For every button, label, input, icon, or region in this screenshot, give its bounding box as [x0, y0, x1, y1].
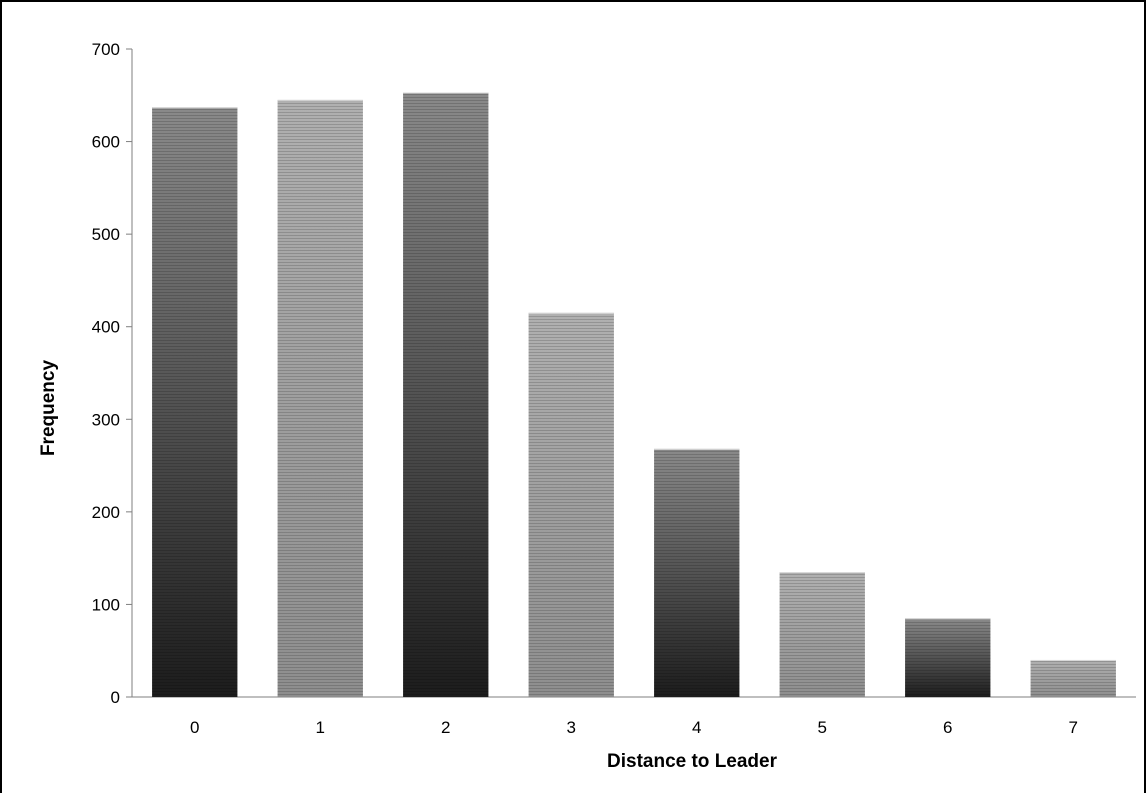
bar-stripes [654, 448, 740, 697]
bar-stripes [1030, 659, 1116, 697]
x-axis: 0 1 2 3 4 5 6 7 [126, 696, 1136, 737]
x-tick-label: 3 [567, 718, 576, 737]
bar-2 [403, 92, 489, 698]
x-axis-title: Distance to Leader [607, 751, 778, 772]
bar-stripes [905, 618, 991, 697]
bar-stripes [779, 572, 865, 697]
y-axis: 0 100 200 300 400 500 600 700 [92, 40, 133, 707]
y-axis-title: Frequency [38, 360, 59, 457]
bars [152, 92, 1116, 698]
bar-stripes [152, 107, 238, 697]
bar-stripes [403, 92, 489, 698]
y-tick-label: 300 [92, 410, 120, 429]
bar-0 [152, 107, 238, 697]
x-tick-label: 5 [818, 718, 827, 737]
bar-3 [528, 312, 614, 697]
y-tick-label: 400 [92, 318, 120, 337]
x-tick-label: 4 [692, 718, 701, 737]
bar-5 [779, 572, 865, 697]
bar-stripes [528, 312, 614, 697]
y-tick-label: 100 [92, 595, 120, 614]
y-tick-label: 500 [92, 225, 120, 244]
y-tick-label: 600 [92, 133, 120, 152]
x-tick-label: 1 [316, 718, 325, 737]
x-tick-label: 0 [190, 718, 199, 737]
x-tick-label: 2 [441, 718, 450, 737]
y-tick-label: 700 [92, 40, 120, 59]
bar-7 [1030, 659, 1116, 697]
bar-6 [905, 618, 991, 697]
bar-stripes [277, 99, 363, 697]
y-tick-label: 0 [111, 688, 120, 707]
bar-4 [654, 448, 740, 697]
x-tick-label: 6 [943, 718, 952, 737]
x-tick-label: 7 [1069, 718, 1078, 737]
bar-1 [277, 99, 363, 697]
y-tick-label: 200 [92, 503, 120, 522]
